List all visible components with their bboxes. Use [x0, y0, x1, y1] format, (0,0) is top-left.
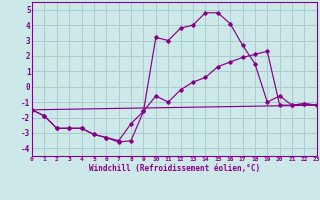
- X-axis label: Windchill (Refroidissement éolien,°C): Windchill (Refroidissement éolien,°C): [89, 164, 260, 173]
